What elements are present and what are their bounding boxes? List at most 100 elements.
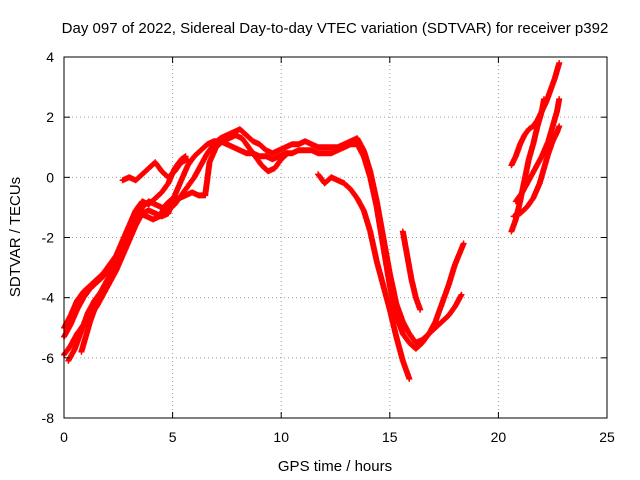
data-point bbox=[349, 188, 352, 191]
data-point bbox=[128, 224, 131, 227]
data-point bbox=[214, 146, 218, 149]
data-point bbox=[199, 164, 202, 167]
data-point bbox=[536, 125, 539, 128]
data-point bbox=[310, 149, 313, 152]
data-point bbox=[303, 140, 307, 143]
data-point bbox=[69, 314, 72, 317]
data-point bbox=[542, 98, 546, 101]
data-point bbox=[555, 110, 559, 113]
data-point bbox=[251, 140, 255, 143]
series-track-f bbox=[119, 156, 191, 184]
grid bbox=[64, 57, 607, 418]
data-point bbox=[171, 197, 174, 200]
data-point bbox=[180, 179, 183, 182]
data-point bbox=[164, 203, 168, 206]
data-point bbox=[401, 320, 404, 323]
data-point bbox=[284, 146, 287, 149]
data-point bbox=[427, 332, 430, 335]
data-point bbox=[80, 350, 83, 353]
data-point bbox=[134, 209, 137, 212]
data-point bbox=[221, 140, 224, 143]
series-track-h bbox=[399, 228, 424, 313]
x-tick-label: 15 bbox=[382, 429, 398, 445]
data-point bbox=[362, 209, 365, 212]
data-point bbox=[453, 263, 457, 266]
data-point bbox=[414, 296, 417, 299]
data-point bbox=[453, 305, 457, 308]
y-tick-label: -8 bbox=[42, 410, 55, 426]
data-point bbox=[264, 155, 268, 158]
data-point bbox=[297, 149, 300, 152]
data-point bbox=[336, 149, 339, 152]
data-point bbox=[297, 143, 300, 146]
data-point bbox=[69, 323, 72, 326]
data-point bbox=[388, 284, 391, 287]
data-point bbox=[388, 308, 391, 311]
data-point bbox=[147, 167, 150, 170]
data-layer bbox=[61, 60, 563, 382]
data-point bbox=[128, 176, 131, 179]
data-point bbox=[519, 143, 522, 146]
data-point bbox=[290, 143, 294, 146]
data-point bbox=[382, 284, 385, 287]
data-point bbox=[440, 302, 444, 305]
data-point bbox=[271, 152, 274, 155]
x-axis-label: GPS time / hours bbox=[278, 458, 392, 475]
data-point bbox=[138, 212, 142, 215]
data-point bbox=[108, 263, 111, 266]
data-point bbox=[206, 143, 209, 146]
data-point bbox=[521, 191, 524, 194]
data-point bbox=[290, 152, 294, 155]
data-point bbox=[101, 293, 105, 296]
data-point bbox=[356, 197, 359, 200]
data-point bbox=[199, 149, 202, 152]
data-point bbox=[532, 143, 535, 146]
data-point bbox=[310, 143, 313, 146]
x-tick-label: 25 bbox=[599, 429, 615, 445]
data-point bbox=[343, 182, 346, 185]
data-point bbox=[414, 341, 417, 344]
data-point bbox=[121, 179, 124, 182]
data-point bbox=[147, 209, 150, 212]
data-point bbox=[527, 158, 530, 161]
data-point bbox=[151, 218, 155, 221]
data-point bbox=[551, 125, 554, 128]
data-point bbox=[232, 146, 235, 149]
data-point bbox=[145, 215, 148, 218]
data-point bbox=[510, 164, 513, 167]
data-point bbox=[558, 125, 561, 128]
data-point bbox=[234, 134, 237, 137]
data-point bbox=[558, 98, 561, 101]
y-tick-label: 2 bbox=[46, 109, 54, 125]
data-point bbox=[527, 128, 530, 131]
x-tick-label: 20 bbox=[491, 429, 507, 445]
data-point bbox=[80, 329, 83, 332]
x-tick-label: 10 bbox=[273, 429, 289, 445]
data-point bbox=[267, 170, 270, 173]
data-point bbox=[362, 155, 365, 158]
data-point bbox=[349, 143, 352, 146]
data-point bbox=[286, 152, 289, 155]
series-track-j bbox=[508, 96, 547, 235]
data-point bbox=[204, 194, 207, 197]
data-point bbox=[186, 185, 189, 188]
y-tick-label: -6 bbox=[42, 350, 55, 366]
data-point bbox=[88, 320, 92, 323]
data-point bbox=[330, 152, 333, 155]
data-point bbox=[86, 311, 89, 314]
data-point bbox=[512, 215, 515, 218]
data-point bbox=[523, 179, 526, 182]
data-point bbox=[193, 176, 196, 179]
data-point bbox=[395, 314, 398, 317]
data-point bbox=[154, 203, 157, 206]
data-point bbox=[245, 152, 248, 155]
data-point bbox=[227, 137, 231, 140]
y-tick-label: 4 bbox=[46, 49, 54, 65]
data-point bbox=[523, 134, 526, 137]
y-axis-label: SDTVAR / TECUs bbox=[7, 177, 24, 297]
data-point bbox=[106, 278, 109, 281]
data-point bbox=[434, 320, 437, 323]
data-point bbox=[180, 161, 183, 164]
data-point bbox=[178, 197, 181, 200]
data-point bbox=[323, 152, 326, 155]
